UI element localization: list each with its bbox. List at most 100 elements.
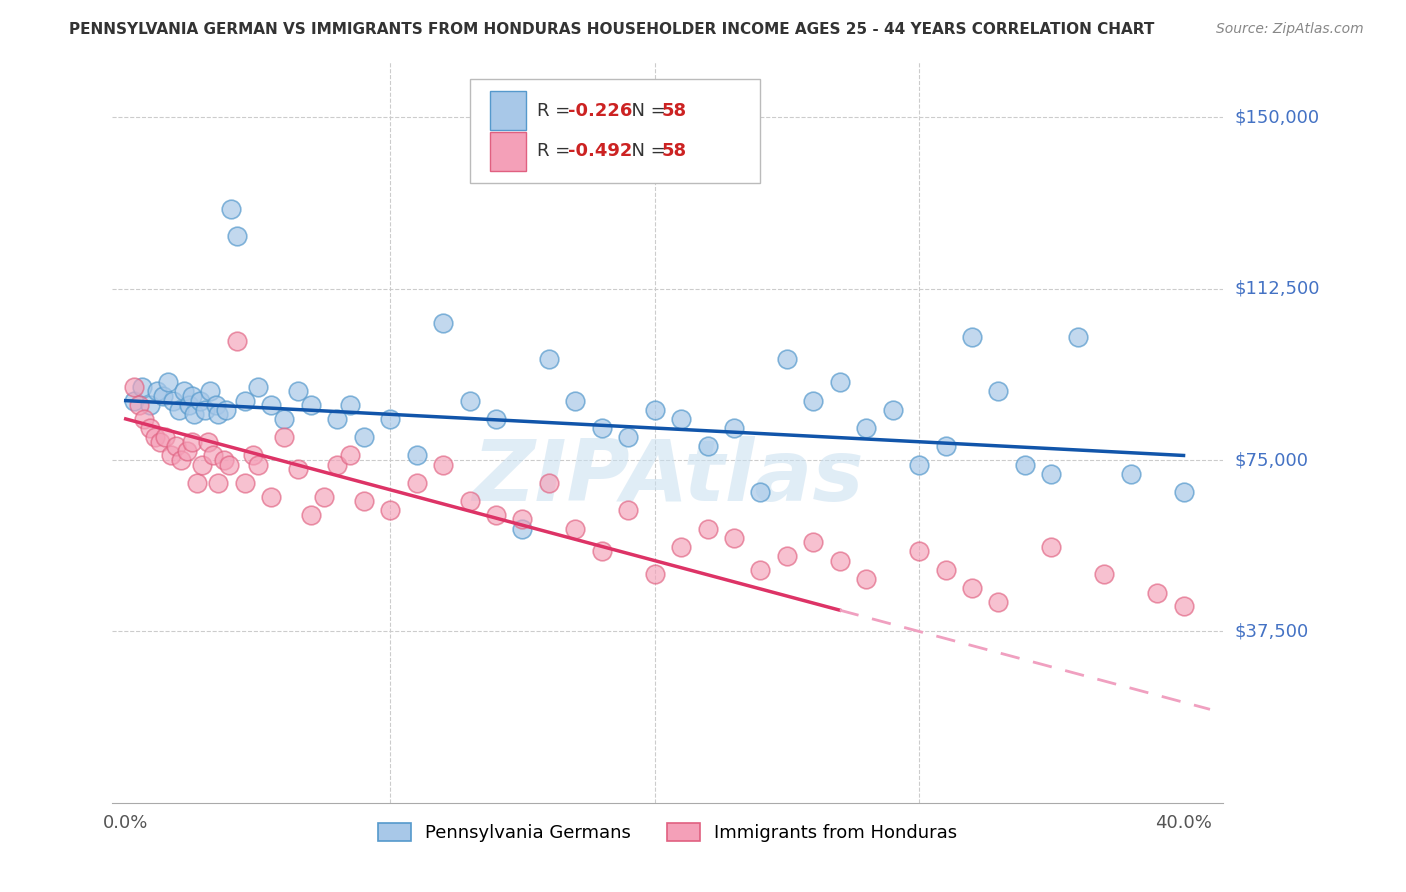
Point [960,581,983,595]
Point [776,352,799,367]
Text: PENNSYLVANIA GERMAN VS IMMIGRANTS FROM HONDURAS HOUSEHOLDER INCOME AGES 25 - 44 : PENNSYLVANIA GERMAN VS IMMIGRANTS FROM H… [69,22,1154,37]
Point [167,402,190,417]
Point [405,475,427,490]
Point [564,393,586,408]
Point [260,398,283,412]
Point [512,512,534,526]
Point [591,544,613,558]
Point [312,490,335,504]
Point [1119,467,1142,481]
Point [207,475,229,490]
Text: 58: 58 [661,143,686,161]
Text: $150,000: $150,000 [1234,108,1319,127]
Point [669,540,692,554]
Point [934,439,956,453]
Point [960,329,983,343]
Point [299,398,322,412]
Point [339,398,361,412]
Point [1040,467,1063,481]
Point [200,384,222,399]
Point [179,398,201,412]
Point [233,475,256,490]
Point [221,202,243,216]
Point [458,393,481,408]
Text: -0.226: -0.226 [568,102,633,120]
Point [122,380,145,394]
Point [1173,485,1195,500]
Point [122,393,145,408]
Point [287,462,309,476]
Point [644,567,666,582]
Point [696,522,718,536]
Point [828,553,851,567]
Point [183,408,205,422]
Point [380,503,402,517]
FancyBboxPatch shape [470,78,761,183]
Point [801,535,824,549]
Point [215,402,238,417]
Point [299,508,322,522]
Point [987,595,1010,609]
Point [828,376,851,390]
Point [165,439,187,453]
Point [152,389,174,403]
Point [669,412,692,426]
Text: N =: N = [620,102,672,120]
Point [405,449,427,463]
FancyBboxPatch shape [491,132,526,170]
Point [287,384,309,399]
Point [537,475,560,490]
Point [485,412,508,426]
Point [180,434,202,449]
Point [143,430,166,444]
Point [326,458,349,472]
Legend: Pennsylvania Germans, Immigrants from Honduras: Pennsylvania Germans, Immigrants from Ho… [371,815,965,849]
Point [201,449,224,463]
Point [162,393,184,408]
Text: -0.492: -0.492 [568,143,633,161]
Point [204,398,226,412]
Point [908,544,931,558]
Point [987,384,1010,399]
Point [1067,329,1090,343]
Point [934,563,956,577]
Point [776,549,799,563]
Point [134,412,156,426]
Point [855,572,877,586]
Point [176,443,198,458]
Point [723,531,745,545]
Point [339,449,361,463]
Point [170,453,193,467]
Text: R =: R = [537,102,576,120]
Point [233,393,256,408]
Point [855,421,877,435]
Text: R =: R = [537,143,576,161]
Point [225,229,247,244]
Point [1040,540,1063,554]
Point [138,398,160,412]
Text: $75,000: $75,000 [1234,451,1309,469]
Point [225,334,247,349]
Point [246,458,269,472]
Point [564,522,586,536]
Point [749,485,772,500]
Point [131,380,153,394]
Text: Source: ZipAtlas.com: Source: ZipAtlas.com [1216,22,1364,37]
Point [537,352,560,367]
Point [273,412,295,426]
Point [173,384,195,399]
Point [353,494,375,508]
Point [218,458,240,472]
Point [159,449,181,463]
FancyBboxPatch shape [491,91,526,130]
Point [432,316,454,330]
Text: 58: 58 [661,102,686,120]
Point [157,376,180,390]
Point [591,421,613,435]
Point [207,408,229,422]
Point [696,439,718,453]
Point [180,389,202,403]
Point [326,412,349,426]
Point [155,430,177,444]
Point [380,412,402,426]
